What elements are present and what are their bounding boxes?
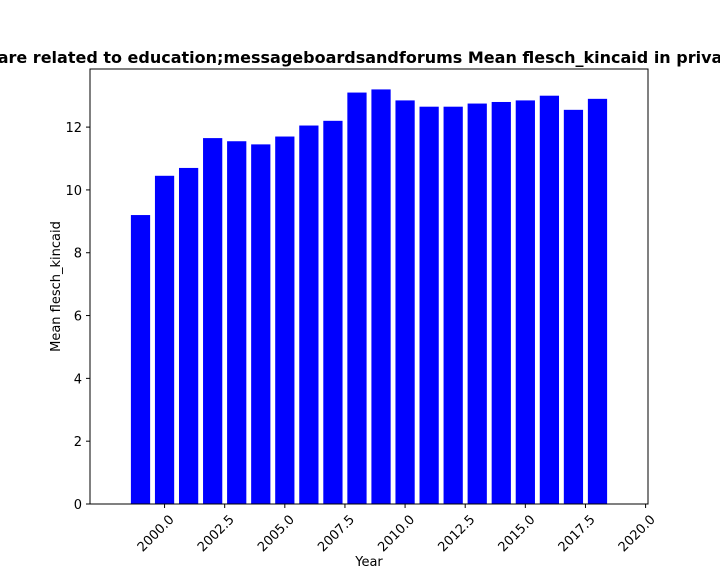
bar-1999 (130, 215, 151, 505)
y-tick-label: 12 (65, 121, 82, 136)
y-tick-label: 4 (74, 372, 82, 387)
bar-2017 (563, 109, 584, 504)
bar-2015 (515, 100, 535, 504)
x-axis-label: Year (354, 555, 383, 570)
bar-2010 (395, 100, 415, 504)
chart-title: are related to education;messageboardsan… (0, 48, 720, 67)
bar-2004 (251, 144, 271, 504)
bar-2002 (203, 138, 223, 504)
bar-2016 (539, 95, 560, 504)
bar-2014 (491, 101, 511, 504)
bar-2007 (323, 120, 343, 504)
y-axis-ticks: 0 2 4 6 8 10 12 (65, 121, 90, 513)
bar-2012 (443, 106, 463, 504)
y-tick-label: 6 (74, 310, 82, 325)
bar-2006 (299, 125, 319, 504)
bar-2005 (275, 136, 295, 504)
bar-2001 (178, 167, 199, 504)
bar-2018 (587, 98, 608, 504)
bar-2000 (154, 175, 175, 505)
y-tick-label: 8 (74, 247, 82, 262)
bar-2011 (419, 106, 439, 504)
bar-2013 (467, 103, 487, 505)
bar-2008 (347, 92, 367, 504)
bar-2009 (371, 89, 391, 505)
bars-group (130, 89, 608, 505)
y-axis-label: Mean flesch_kincaid (49, 221, 64, 352)
y-tick-label: 10 (65, 184, 82, 199)
y-tick-label: 2 (74, 435, 82, 450)
plot-area-frame (89, 68, 649, 505)
y-tick-label: 0 (74, 498, 82, 513)
bar-2003 (227, 141, 247, 505)
